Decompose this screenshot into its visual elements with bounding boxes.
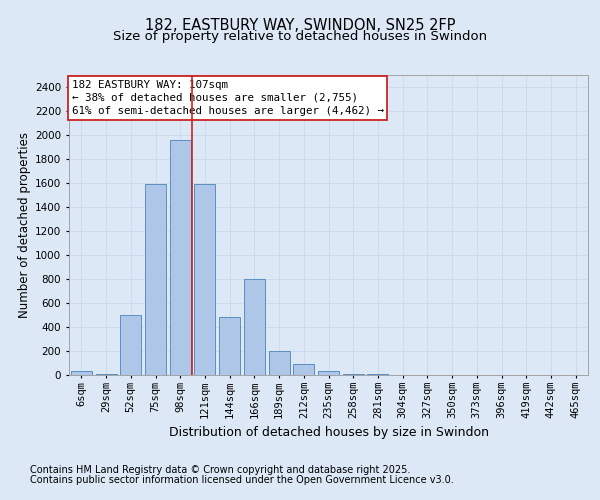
Bar [219, 318, 240, 375]
Bar [343, 374, 364, 375]
Bar [367, 374, 388, 375]
Bar [95, 374, 116, 375]
Y-axis label: Number of detached properties: Number of detached properties [18, 132, 31, 318]
Bar [194, 184, 215, 375]
Text: Distribution of detached houses by size in Swindon: Distribution of detached houses by size … [169, 426, 489, 439]
Text: Size of property relative to detached houses in Swindon: Size of property relative to detached ho… [113, 30, 487, 43]
Bar [293, 364, 314, 375]
Bar [318, 372, 339, 375]
Bar [145, 184, 166, 375]
Text: 182, EASTBURY WAY, SWINDON, SN25 2FP: 182, EASTBURY WAY, SWINDON, SN25 2FP [145, 18, 455, 32]
Text: 182 EASTBURY WAY: 107sqm
← 38% of detached houses are smaller (2,755)
61% of sem: 182 EASTBURY WAY: 107sqm ← 38% of detach… [71, 80, 383, 116]
Bar [170, 140, 191, 375]
Bar [71, 371, 92, 375]
Text: Contains HM Land Registry data © Crown copyright and database right 2025.: Contains HM Land Registry data © Crown c… [30, 465, 410, 475]
Bar [269, 351, 290, 375]
Bar [244, 279, 265, 375]
Bar [120, 315, 141, 375]
Text: Contains public sector information licensed under the Open Government Licence v3: Contains public sector information licen… [30, 475, 454, 485]
